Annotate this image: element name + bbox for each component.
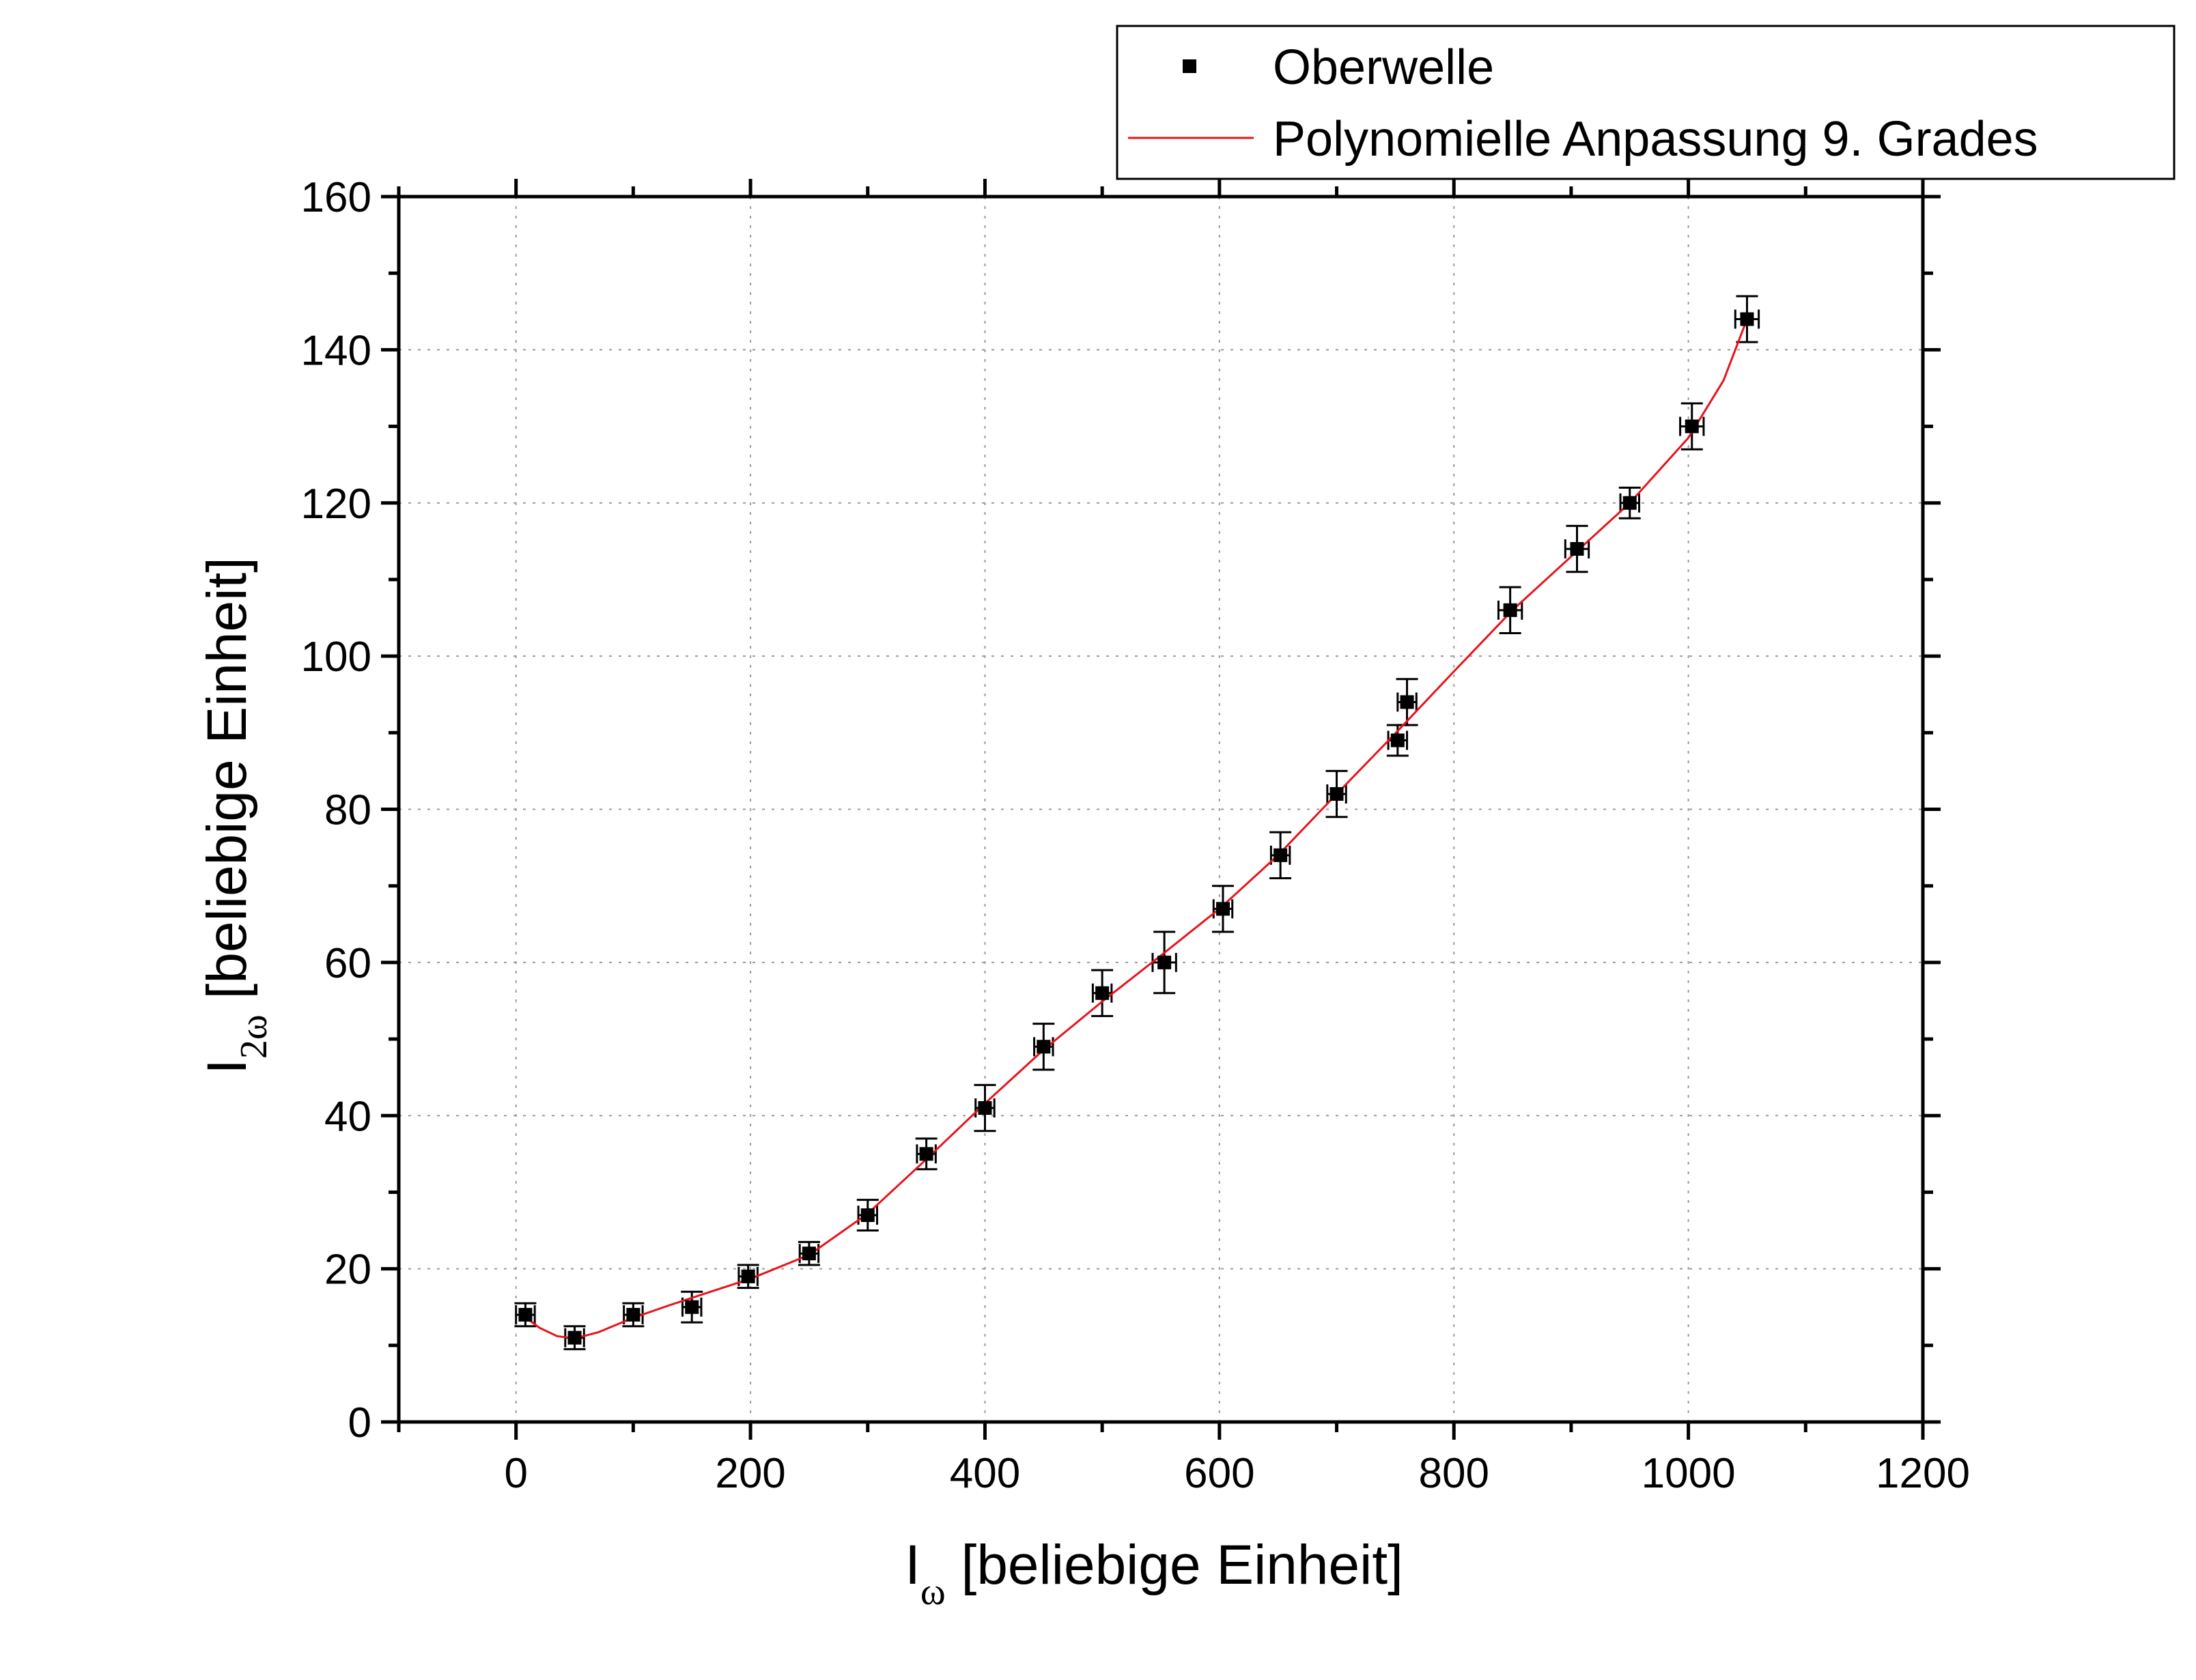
fit-curve-layer — [521, 318, 1748, 1340]
axes — [381, 179, 1941, 1440]
data-markers — [518, 312, 1754, 1345]
data-point-5 — [802, 1247, 816, 1261]
data-point-15 — [1390, 733, 1405, 748]
data-point-14 — [1329, 787, 1344, 801]
data-point-0 — [518, 1307, 533, 1322]
data-point-16 — [1400, 695, 1414, 709]
legend-label-fit: Polynomielle Anpassung 9. Grades — [1273, 112, 2038, 167]
data-point-1 — [567, 1330, 582, 1345]
x-tick-label: 1200 — [1876, 1450, 1970, 1497]
data-point-18 — [1570, 542, 1584, 556]
data-point-9 — [1037, 1040, 1051, 1054]
data-point-21 — [1740, 312, 1754, 326]
data-point-19 — [1622, 496, 1637, 510]
legend-marker-oberwelle — [1183, 59, 1196, 73]
y-tick-label: 0 — [348, 1399, 371, 1447]
data-point-3 — [685, 1300, 699, 1314]
legend: Oberwelle Polynomielle Anpassung 9. Grad… — [1116, 25, 2176, 180]
y-tick-label: 120 — [301, 481, 371, 528]
y-tick-label: 140 — [301, 327, 371, 374]
fit-curve — [521, 318, 1748, 1340]
x-tick-label: 200 — [715, 1450, 785, 1497]
grid — [399, 197, 1923, 1422]
legend-label-oberwelle: Oberwelle — [1273, 40, 1494, 95]
error-bars — [514, 295, 1760, 1350]
data-point-11 — [1157, 955, 1172, 969]
x-tick-label: 800 — [1419, 1450, 1489, 1497]
tick-labels: 0 200 400 600 800 1000 1200 0 20 40 60 80 100 120 140 1… — [301, 174, 1970, 1497]
x-tick-label: 600 — [1184, 1450, 1254, 1497]
x-axis-title: Iω [beliebige Einheit] — [905, 1534, 1403, 1613]
data-point-8 — [978, 1101, 992, 1115]
x-tick-label: 1000 — [1642, 1450, 1736, 1497]
y-tick-label: 40 — [324, 1093, 371, 1140]
plot-frame — [397, 195, 1925, 1424]
data-point-4 — [741, 1269, 755, 1283]
data-point-17 — [1503, 603, 1517, 617]
data-point-12 — [1215, 902, 1230, 916]
y-tick-label: 160 — [301, 174, 371, 221]
y-tick-label: 20 — [324, 1247, 371, 1294]
data-point-20 — [1685, 419, 1699, 433]
y-tick-label: 80 — [324, 787, 371, 834]
y-tick-label: 100 — [301, 633, 371, 681]
data-point-2 — [626, 1307, 640, 1322]
data-point-13 — [1273, 848, 1288, 862]
legend-box — [1116, 25, 2176, 180]
y-axis-title: I2ω [beliebige Einheit] — [196, 557, 275, 1074]
y-tick-label: 60 — [324, 940, 371, 987]
data-point-6 — [860, 1208, 875, 1223]
x-tick-label: 0 — [504, 1450, 527, 1497]
data-point-7 — [919, 1147, 933, 1161]
data-point-10 — [1095, 986, 1110, 1000]
x-tick-label: 400 — [950, 1450, 1020, 1497]
